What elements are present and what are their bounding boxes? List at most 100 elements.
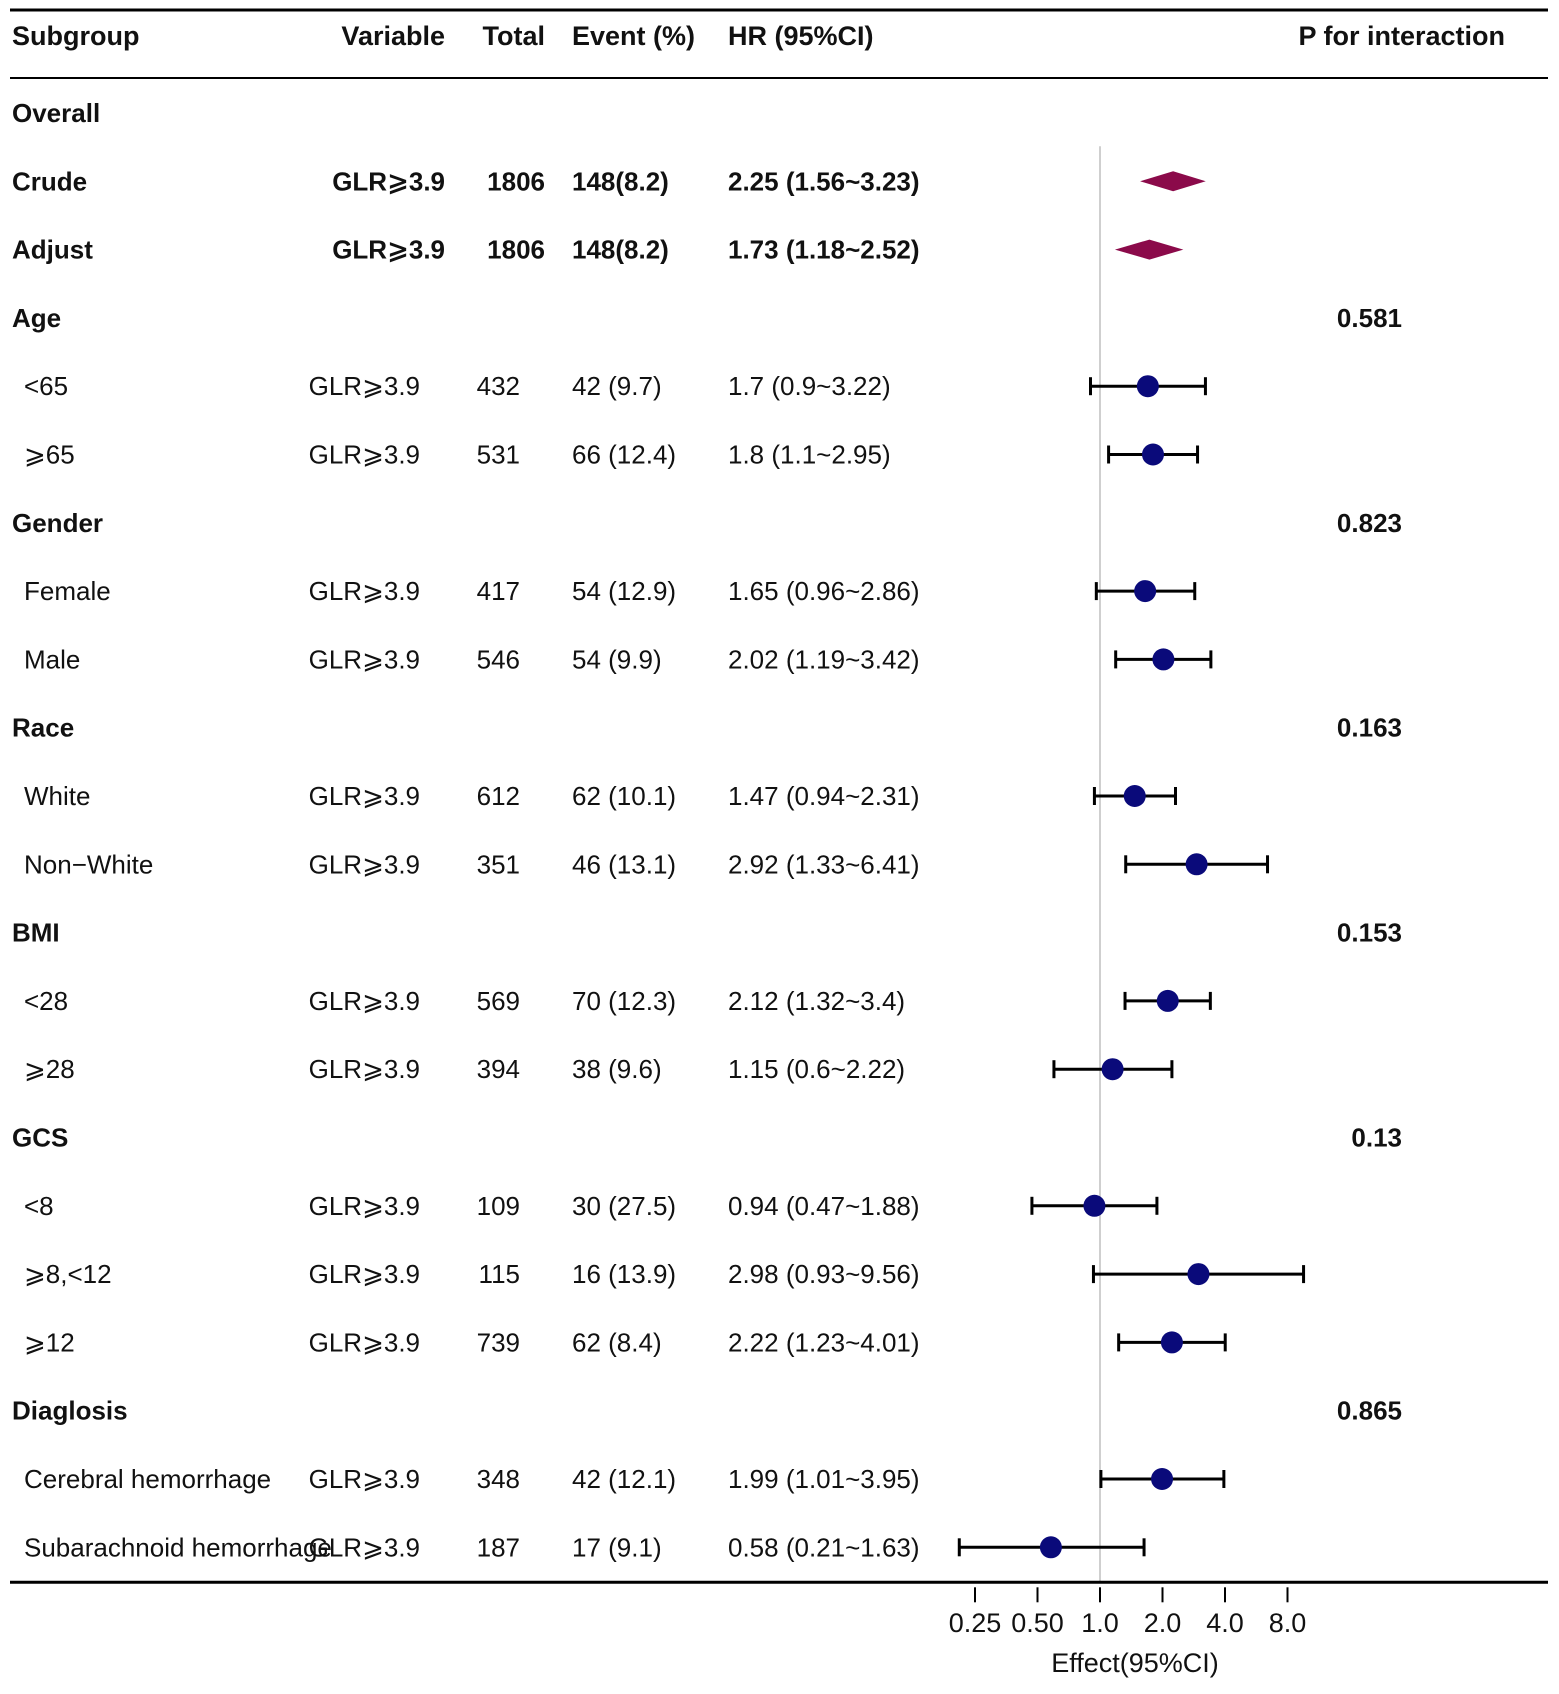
variable-cell: GLR⩾3.9 xyxy=(309,440,420,470)
group-label: Diaglosis xyxy=(12,1396,128,1426)
point-estimate xyxy=(1152,648,1175,671)
event-cell: 70 (12.3) xyxy=(572,986,676,1016)
hr-cell: 1.15 (0.6~2.22) xyxy=(728,1054,905,1084)
variable-cell: GLR⩾3.9 xyxy=(309,1532,420,1562)
hr-cell: 2.98 (0.93~9.56) xyxy=(728,1259,920,1289)
p-interaction: 0.13 xyxy=(1351,1123,1402,1153)
point-estimate xyxy=(1101,1058,1124,1081)
event-cell: 62 (8.4) xyxy=(572,1327,662,1357)
total-cell: 109 xyxy=(477,1191,520,1221)
total-cell: 351 xyxy=(477,849,520,879)
subgroup-label: ⩾65 xyxy=(24,440,75,470)
event-cell: 38 (9.6) xyxy=(572,1054,662,1084)
p-interaction: 0.865 xyxy=(1337,1396,1402,1426)
hr-cell: 1.47 (0.94~2.31) xyxy=(728,781,920,811)
variable-cell: GLR⩾3.9 xyxy=(309,1464,420,1494)
event-cell: 42 (12.1) xyxy=(572,1464,676,1494)
subgroup-label: Female xyxy=(24,576,111,606)
event-cell: 66 (12.4) xyxy=(572,440,676,470)
event-cell: 54 (12.9) xyxy=(572,576,676,606)
header-total: Total xyxy=(483,21,546,51)
total-cell: 612 xyxy=(477,781,520,811)
total-cell: 739 xyxy=(477,1327,520,1357)
subgroup-label: Male xyxy=(24,644,80,674)
subgroup-label: <8 xyxy=(24,1191,54,1221)
subgroup-label: Crude xyxy=(12,166,87,196)
variable-cell: GLR⩾3.9 xyxy=(309,1327,420,1357)
subgroup-label: ⩾12 xyxy=(24,1327,75,1357)
point-estimate xyxy=(1151,1468,1174,1490)
overall-diamond xyxy=(1140,171,1206,192)
hr-cell: 2.02 (1.19~3.42) xyxy=(728,644,920,674)
hr-cell: 1.99 (1.01~3.95) xyxy=(728,1464,920,1494)
total-cell: 394 xyxy=(477,1054,520,1084)
variable-cell: GLR⩾3.9 xyxy=(309,576,420,606)
x-tick-label: 4.0 xyxy=(1206,1608,1244,1638)
x-tick-label: 0.25 xyxy=(949,1608,1002,1638)
group-label: Race xyxy=(12,713,74,743)
total-cell: 569 xyxy=(477,986,520,1016)
header-variable: Variable xyxy=(341,21,445,51)
subgroup-label: Subarachnoid hemorrhage xyxy=(24,1532,332,1562)
hr-cell: 2.92 (1.33~6.41) xyxy=(728,849,920,879)
header-p-interaction: P for interaction xyxy=(1298,21,1505,51)
x-axis-title: Effect(95%CI) xyxy=(1051,1648,1219,1678)
p-interaction: 0.581 xyxy=(1337,303,1402,333)
total-cell: 546 xyxy=(477,644,520,674)
p-interaction: 0.823 xyxy=(1337,508,1402,538)
variable-cell: GLR⩾3.9 xyxy=(332,166,445,196)
event-cell: 17 (9.1) xyxy=(572,1532,662,1562)
subgroup-label: <28 xyxy=(24,986,68,1016)
subgroup-label: <65 xyxy=(24,371,68,401)
total-cell: 115 xyxy=(479,1259,520,1289)
variable-cell: GLR⩾3.9 xyxy=(309,781,420,811)
hr-cell: 2.22 (1.23~4.01) xyxy=(728,1327,920,1357)
point-estimate xyxy=(1156,989,1179,1012)
hr-cell: 1.7 (0.9~3.22) xyxy=(728,371,891,401)
group-label: Age xyxy=(12,303,61,333)
point-estimate xyxy=(1141,443,1164,466)
hr-cell: 0.94 (0.47~1.88) xyxy=(728,1191,920,1221)
x-tick-label: 2.0 xyxy=(1144,1608,1182,1638)
event-cell: 16 (13.9) xyxy=(572,1259,676,1289)
event-cell: 148(8.2) xyxy=(572,166,669,196)
hr-cell: 2.25 (1.56~3.23) xyxy=(728,166,920,196)
total-cell: 1806 xyxy=(487,235,545,265)
total-cell: 432 xyxy=(477,371,520,401)
group-label: BMI xyxy=(12,918,60,948)
hr-cell: 1.8 (1.1~2.95) xyxy=(728,440,891,470)
total-cell: 187 xyxy=(477,1532,520,1562)
event-cell: 46 (13.1) xyxy=(572,849,676,879)
event-cell: 42 (9.7) xyxy=(572,371,662,401)
point-estimate xyxy=(1039,1536,1062,1559)
x-tick-label: 0.50 xyxy=(1011,1608,1064,1638)
x-tick-label: 8.0 xyxy=(1269,1608,1307,1638)
hr-cell: 1.65 (0.96~2.86) xyxy=(728,576,920,606)
total-cell: 417 xyxy=(477,576,520,606)
overall-diamond xyxy=(1114,239,1184,260)
hr-cell: 1.73 (1.18~2.52) xyxy=(728,235,920,265)
point-estimate xyxy=(1187,1263,1210,1286)
variable-cell: GLR⩾3.9 xyxy=(309,1259,420,1289)
point-estimate xyxy=(1185,853,1208,876)
variable-cell: GLR⩾3.9 xyxy=(332,235,445,265)
subgroup-label: Non−White xyxy=(24,849,153,879)
subgroup-label: Adjust xyxy=(12,235,93,265)
header-subgroup: Subgroup xyxy=(12,21,139,51)
event-cell: 30 (27.5) xyxy=(572,1191,676,1221)
variable-cell: GLR⩾3.9 xyxy=(309,371,420,401)
x-tick-label: 1.0 xyxy=(1081,1608,1119,1638)
point-estimate xyxy=(1136,375,1159,398)
p-interaction: 0.153 xyxy=(1337,918,1402,948)
hr-cell: 0.58 (0.21~1.63) xyxy=(728,1532,920,1562)
subgroup-label: ⩾8,<12 xyxy=(24,1259,112,1289)
point-estimate xyxy=(1123,785,1146,807)
group-label: Gender xyxy=(12,508,103,538)
subgroup-label: White xyxy=(24,781,90,811)
header-event: Event (%) xyxy=(572,21,695,51)
group-label: GCS xyxy=(12,1123,68,1153)
point-estimate xyxy=(1083,1194,1106,1217)
event-cell: 148(8.2) xyxy=(572,235,669,265)
total-cell: 1806 xyxy=(487,166,545,196)
